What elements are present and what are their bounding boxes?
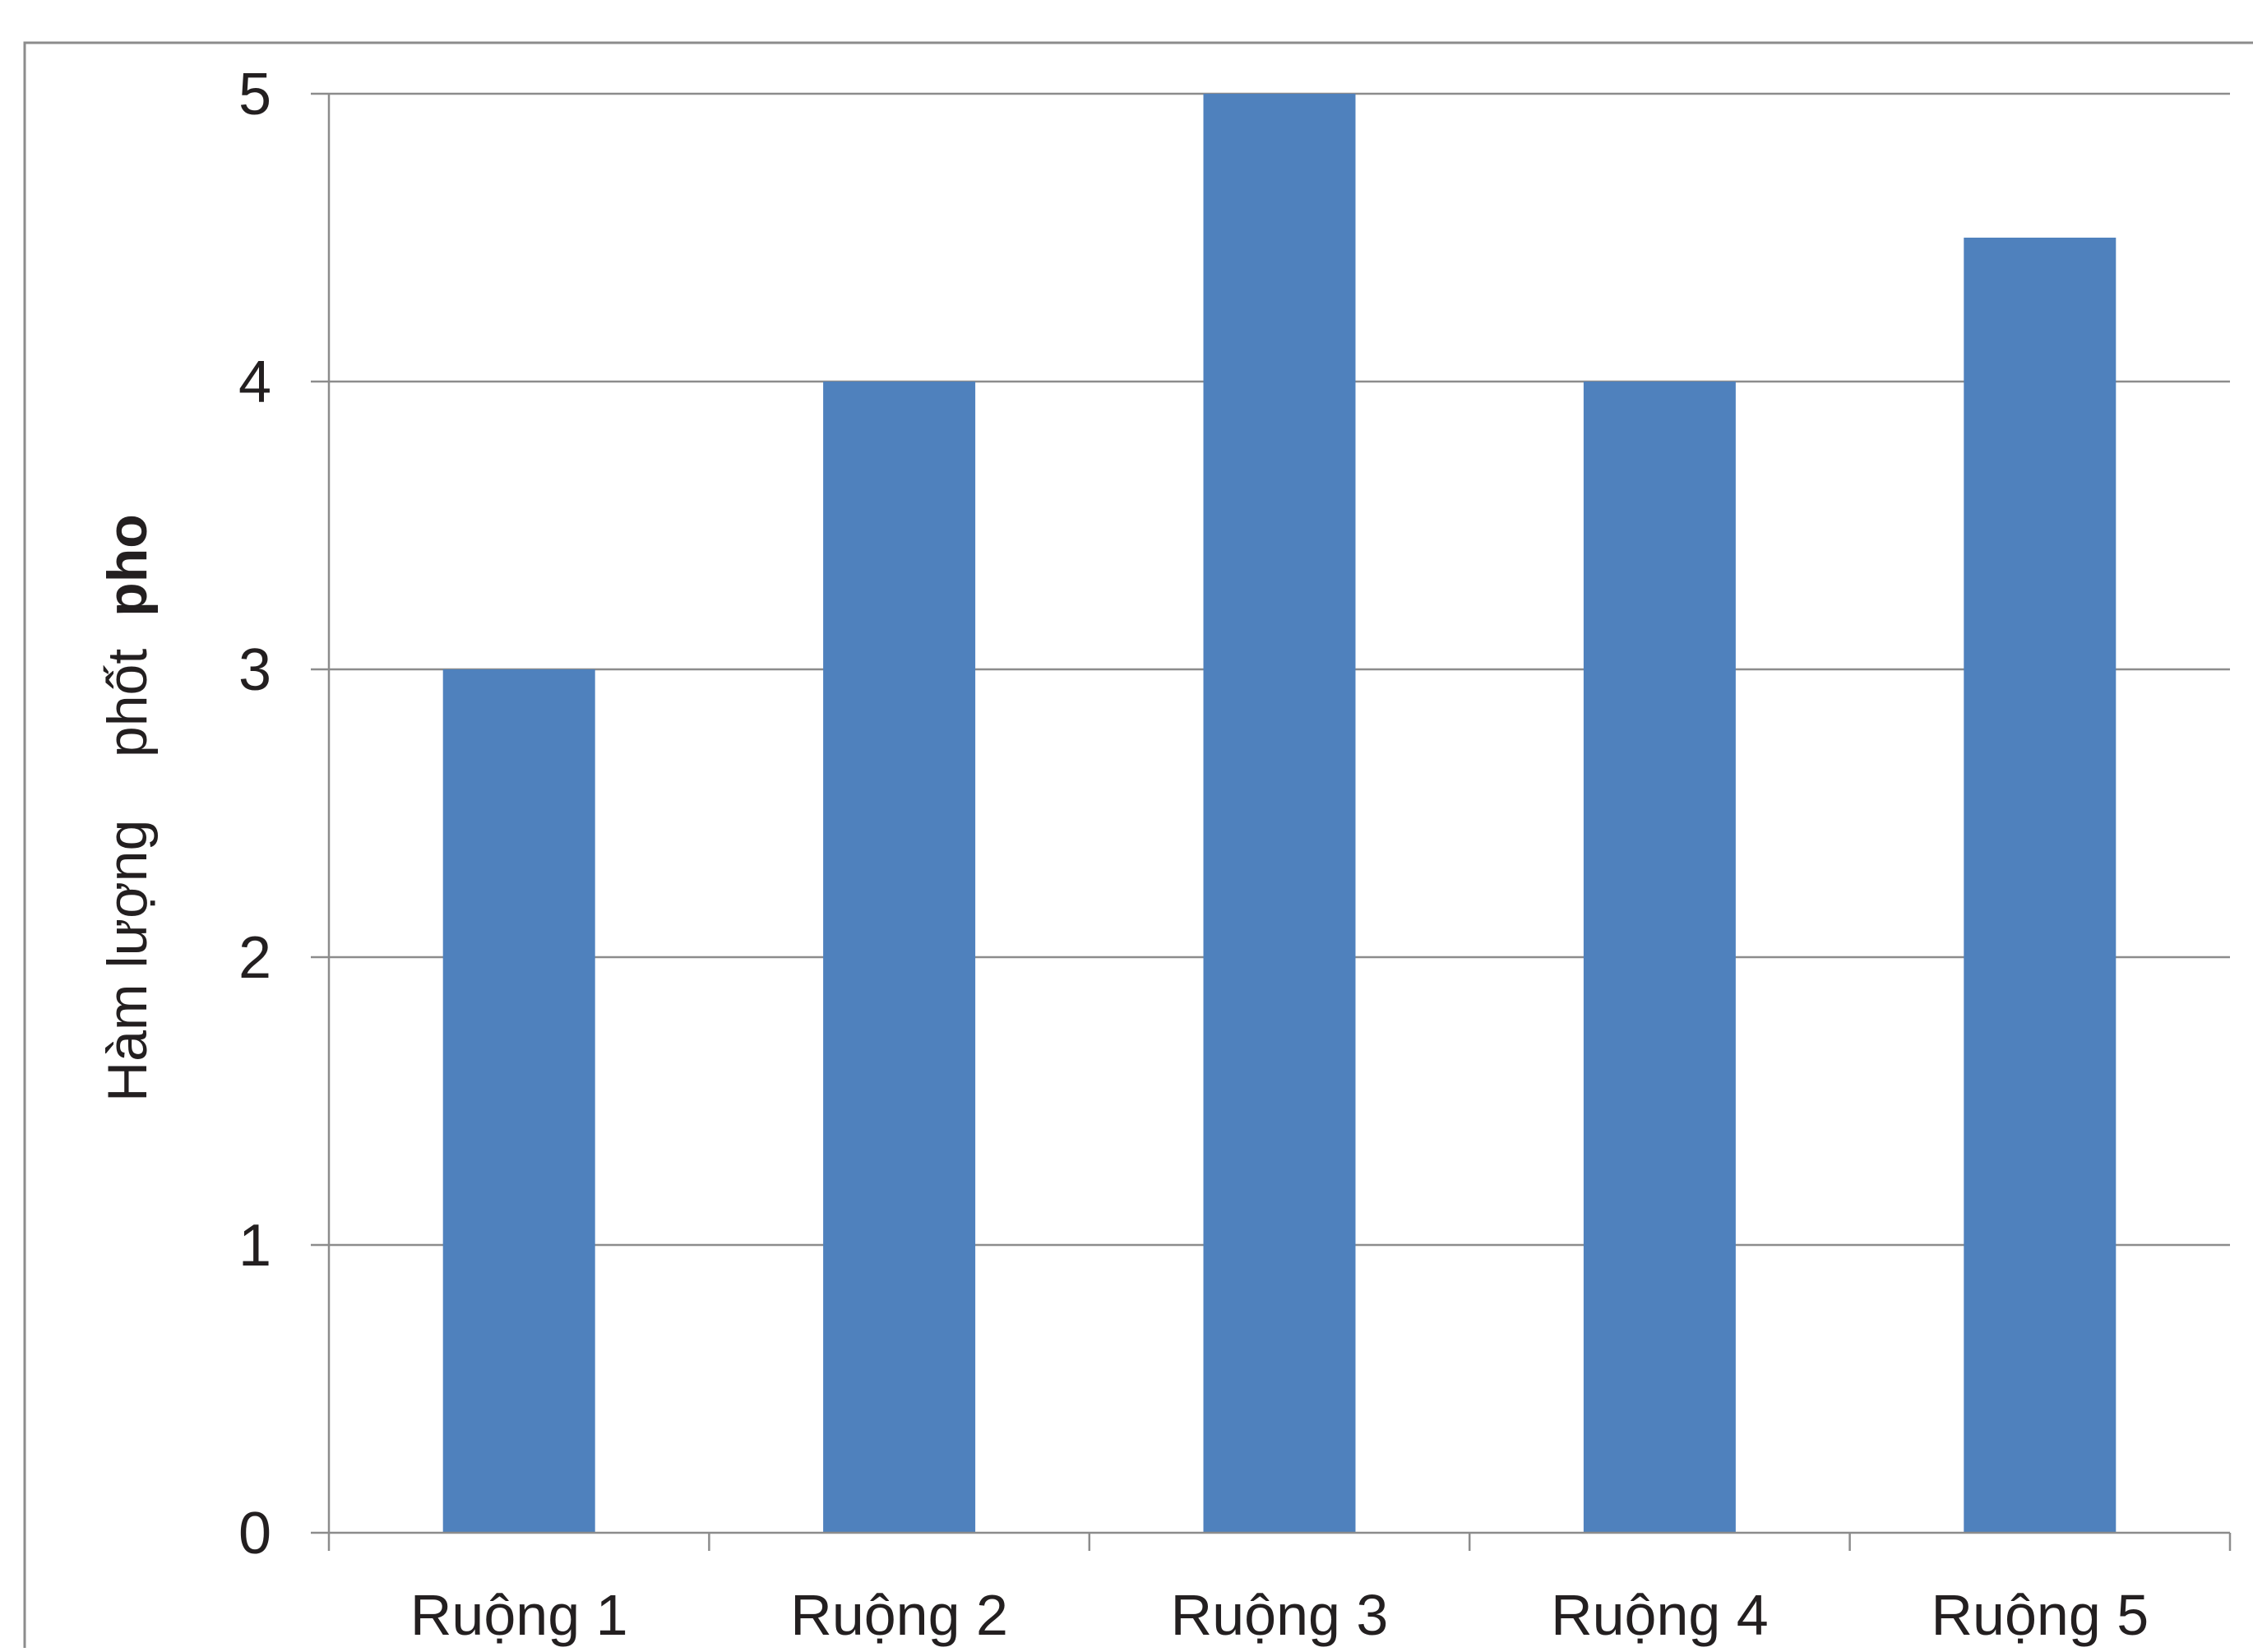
y-tick-label: 5 bbox=[238, 62, 271, 127]
y-axis-title: Hàm lượng phốt pho bbox=[96, 514, 159, 1102]
x-tick-label: Ruộng 3 bbox=[1171, 1583, 1389, 1647]
y-axis-title-regular: Hàm lượng phốt bbox=[96, 649, 159, 1102]
bar-5 bbox=[1964, 238, 2117, 1533]
bar-1 bbox=[442, 669, 595, 1533]
bar-3 bbox=[1203, 94, 1356, 1533]
y-axis-title-bold: pho bbox=[96, 514, 159, 617]
chart-frame-border bbox=[23, 41, 2253, 1652]
y-tick-label: 2 bbox=[238, 925, 271, 991]
y-tick-label: 0 bbox=[238, 1501, 271, 1566]
x-tick-label: Ruộng 5 bbox=[1931, 1583, 2149, 1647]
x-tick-label: Ruộng 1 bbox=[410, 1583, 628, 1647]
axes bbox=[311, 92, 2232, 1551]
y-tick-label: 1 bbox=[238, 1213, 271, 1279]
bar-4 bbox=[1583, 382, 1736, 1533]
bars bbox=[442, 94, 2117, 1533]
bar-2 bbox=[823, 382, 976, 1533]
y-tick-labels: 0 1 2 3 4 5 bbox=[238, 62, 271, 1566]
y-tick-label: 3 bbox=[238, 637, 271, 703]
x-tick-label: Ruộng 4 bbox=[1551, 1583, 1769, 1647]
y-tick-label: 4 bbox=[238, 349, 271, 415]
x-tick-label: Ruộng 2 bbox=[790, 1583, 1008, 1647]
x-tick-labels: Ruộng 1 Ruộng 2 Ruộng 3 Ruộng 4 Ruộng 5 bbox=[410, 1583, 2149, 1647]
